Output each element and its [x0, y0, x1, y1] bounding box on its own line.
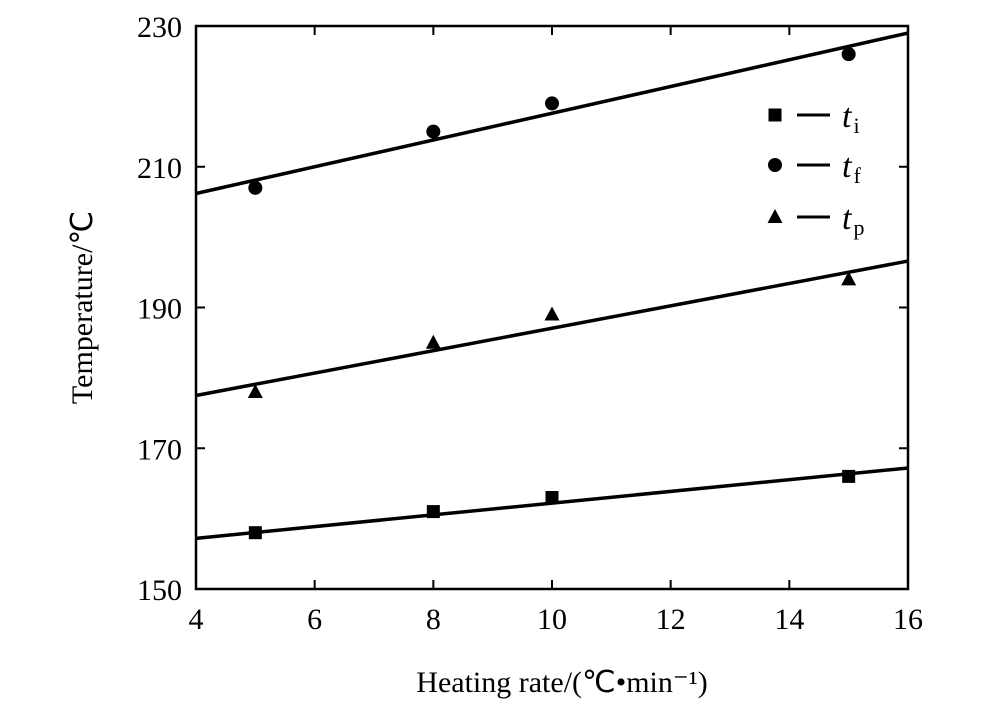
y-tick-label: 210 [137, 152, 182, 185]
y-tick-label: 230 [137, 11, 182, 44]
data-point-tp [544, 306, 560, 321]
x-tick-label: 12 [656, 603, 686, 636]
axes: 4 6 8 10 12 14 16 150 170 190 210 230 [137, 11, 923, 636]
data-point-ti [545, 491, 559, 505]
legend-label-tp: tp [842, 200, 864, 240]
data-markers [247, 47, 857, 540]
fit-line-tp [195, 259, 909, 398]
legend-label-tf: tf [842, 148, 861, 188]
fit-line-tf [195, 31, 909, 196]
data-point-tp [841, 271, 857, 286]
legend-marker-ti [768, 108, 782, 122]
legend-marker-tf [768, 158, 782, 172]
y-tick-label: 170 [137, 433, 182, 466]
data-point-tp [425, 334, 441, 349]
data-point-tf [841, 47, 856, 62]
data-point-tf [426, 124, 441, 139]
x-tick-label: 8 [426, 603, 441, 636]
y-tick-label: 150 [137, 574, 182, 607]
y-tick-label: 190 [137, 293, 182, 326]
legend-marker-tp [767, 209, 783, 223]
y-axis-title: Temperature/℃ [66, 211, 99, 404]
data-point-ti [842, 469, 856, 483]
data-point-tf [545, 96, 559, 111]
legend: ti tf tp [767, 98, 864, 240]
data-point-ti [426, 505, 440, 519]
x-tick-label: 6 [307, 603, 322, 636]
legend-label-ti: ti [842, 98, 860, 138]
x-tick-label: 10 [537, 603, 567, 636]
x-tick-label: 4 [189, 603, 204, 636]
x-tick-label: 14 [774, 603, 804, 636]
data-point-tf [248, 180, 263, 195]
x-tick-label: 16 [893, 603, 923, 636]
data-point-tp [247, 383, 263, 398]
x-axis-title: Heating rate/(℃•min⁻¹) [416, 666, 707, 699]
data-point-ti [248, 526, 262, 540]
